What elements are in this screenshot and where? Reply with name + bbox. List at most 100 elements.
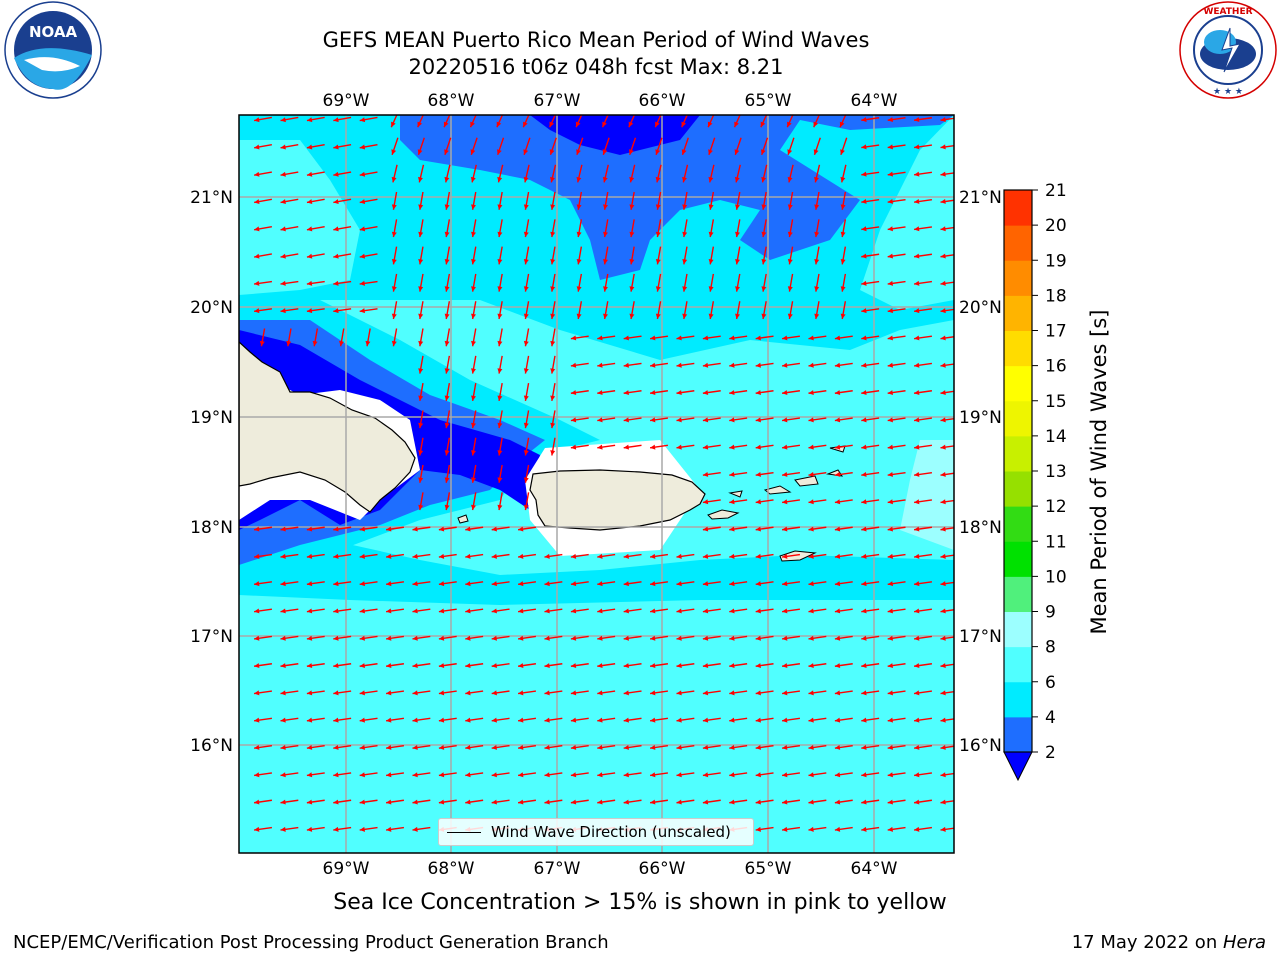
wave-direction-arrowhead <box>259 340 265 347</box>
colorbar-segment <box>1004 295 1032 331</box>
wave-direction-arrowhead <box>676 581 682 587</box>
colorbar-segment <box>1004 506 1032 542</box>
wave-direction-arrowhead <box>418 422 424 429</box>
wave-direction-arrowhead <box>597 717 603 723</box>
wave-direction-arrowhead <box>650 417 656 423</box>
colorbar-tick-label: 13 <box>1045 462 1067 482</box>
wave-direction-arrowhead <box>497 477 503 483</box>
wave-direction-arrowhead <box>834 444 841 450</box>
wave-direction-arrowhead <box>597 608 603 614</box>
wave-direction-arrowhead <box>808 471 814 477</box>
wave-direction-arrowhead <box>887 417 893 423</box>
colorbar-tick-label: 4 <box>1045 708 1056 728</box>
wave-direction-arrowhead <box>544 635 550 641</box>
wave-direction-arrowhead <box>629 259 635 265</box>
wave-direction-arrowhead <box>702 608 709 614</box>
wave-direction-arrowhead <box>465 663 471 669</box>
wave-direction-arrowhead <box>497 450 503 456</box>
wave-direction-arrowhead <box>391 313 397 319</box>
wave-direction-arrowhead <box>491 526 497 532</box>
wave-direction-arrowhead <box>412 663 418 669</box>
wave-direction-arrowhead <box>676 417 682 423</box>
wave-direction-arrowhead <box>887 471 893 477</box>
wave-direction-arrowhead <box>729 799 735 805</box>
wave-direction-arrowhead <box>597 690 603 696</box>
wave-direction-arrowhead <box>729 553 735 559</box>
wave-direction-arrowhead <box>518 553 524 559</box>
wave-direction-arrowhead <box>391 286 397 292</box>
wave-direction-arrowhead <box>471 477 476 483</box>
wave-direction-arrowhead <box>523 504 529 511</box>
wave-direction-arrowhead <box>702 417 709 423</box>
wave-direction-arrowhead <box>306 635 313 641</box>
wave-direction-arrowhead <box>734 176 740 183</box>
wave-direction-arrowhead <box>861 826 867 832</box>
wave-direction-arrowhead <box>386 717 392 723</box>
wave-direction-arrowhead <box>629 313 635 319</box>
wave-direction-arrowhead <box>761 313 767 319</box>
wave-direction-arrowhead <box>312 340 318 347</box>
wave-direction-arrowhead <box>597 799 603 805</box>
colorbar-segment <box>1004 190 1032 226</box>
wave-direction-arrowhead <box>808 663 814 669</box>
wave-direction-arrowhead <box>333 226 339 232</box>
lon-label-bottom: 65°W <box>745 859 792 879</box>
colorbar-segment <box>1004 400 1032 437</box>
wave-direction-arrowhead <box>840 204 846 210</box>
wave-direction-arrowhead <box>650 390 656 396</box>
wave-direction-arrowhead <box>782 335 788 341</box>
wave-direction-arrowhead <box>333 744 339 750</box>
wave-direction-arrowhead <box>465 526 471 532</box>
wave-direction-arrowhead <box>755 581 761 587</box>
wave-direction-arrowhead <box>254 226 260 232</box>
wave-direction-arrowhead <box>834 417 841 423</box>
wave-direction-arrowhead <box>623 799 629 805</box>
wave-direction-arrowhead <box>782 362 788 368</box>
wave-direction-arrowhead <box>834 553 841 559</box>
footer-credit: NCEP/EMC/Verification Post Processing Pr… <box>13 932 609 953</box>
wave-direction-arrowhead <box>570 690 577 696</box>
wave-direction-arrowhead <box>523 395 529 401</box>
wave-direction-arrowhead <box>702 526 709 532</box>
wave-direction-arrowhead <box>518 772 524 778</box>
wave-direction-arrowhead <box>465 690 471 696</box>
wave-direction-arrowhead <box>676 553 682 559</box>
wave-direction-arrowhead <box>834 772 841 778</box>
wave-direction-arrowhead <box>650 663 656 669</box>
wave-direction-arrowhead <box>887 499 893 505</box>
wave-direction-arrowhead <box>491 772 497 778</box>
wave-direction-arrowhead <box>465 744 471 750</box>
wave-direction-arrowhead <box>914 553 920 559</box>
wave-direction-arrowhead <box>755 444 761 450</box>
wave-direction-arrowhead <box>306 608 313 614</box>
wave-direction-arrowhead <box>808 772 814 778</box>
wave-direction-arrowhead <box>861 198 867 204</box>
wave-direction-arrowhead <box>940 444 946 450</box>
wave-direction-arrowhead <box>887 799 893 805</box>
wave-direction-arrowhead <box>729 581 735 587</box>
legend-line-sample <box>447 831 481 833</box>
wave-direction-arrowhead <box>280 253 286 259</box>
colorbar-segment <box>1004 330 1032 367</box>
wave-direction-arrowhead <box>280 144 286 150</box>
wave-direction-arrowhead <box>914 526 920 532</box>
wave-direction-arrowhead <box>306 581 313 587</box>
lon-label-top: 66°W <box>639 91 686 111</box>
wave-direction-arrowhead <box>386 553 392 559</box>
wave-direction-arrowhead <box>597 444 603 450</box>
wave-direction-arrowhead <box>333 526 339 532</box>
wave-direction-arrowhead <box>359 799 365 805</box>
wave-direction-arrowhead <box>887 253 893 259</box>
wave-direction-arrowhead <box>550 450 556 456</box>
wave-direction-arrowhead <box>359 199 366 205</box>
wave-direction-arrowhead <box>887 663 893 669</box>
wave-direction-arrowhead <box>914 444 920 450</box>
wave-direction-arrowhead <box>444 504 450 511</box>
wave-direction-arrowhead <box>280 581 286 587</box>
wave-direction-arrowhead <box>676 663 682 669</box>
wave-direction-arrowhead <box>391 176 397 183</box>
wave-direction-arrowhead <box>808 717 814 723</box>
wave-direction-arrowhead <box>570 335 577 341</box>
wave-direction-arrowhead <box>570 744 577 750</box>
